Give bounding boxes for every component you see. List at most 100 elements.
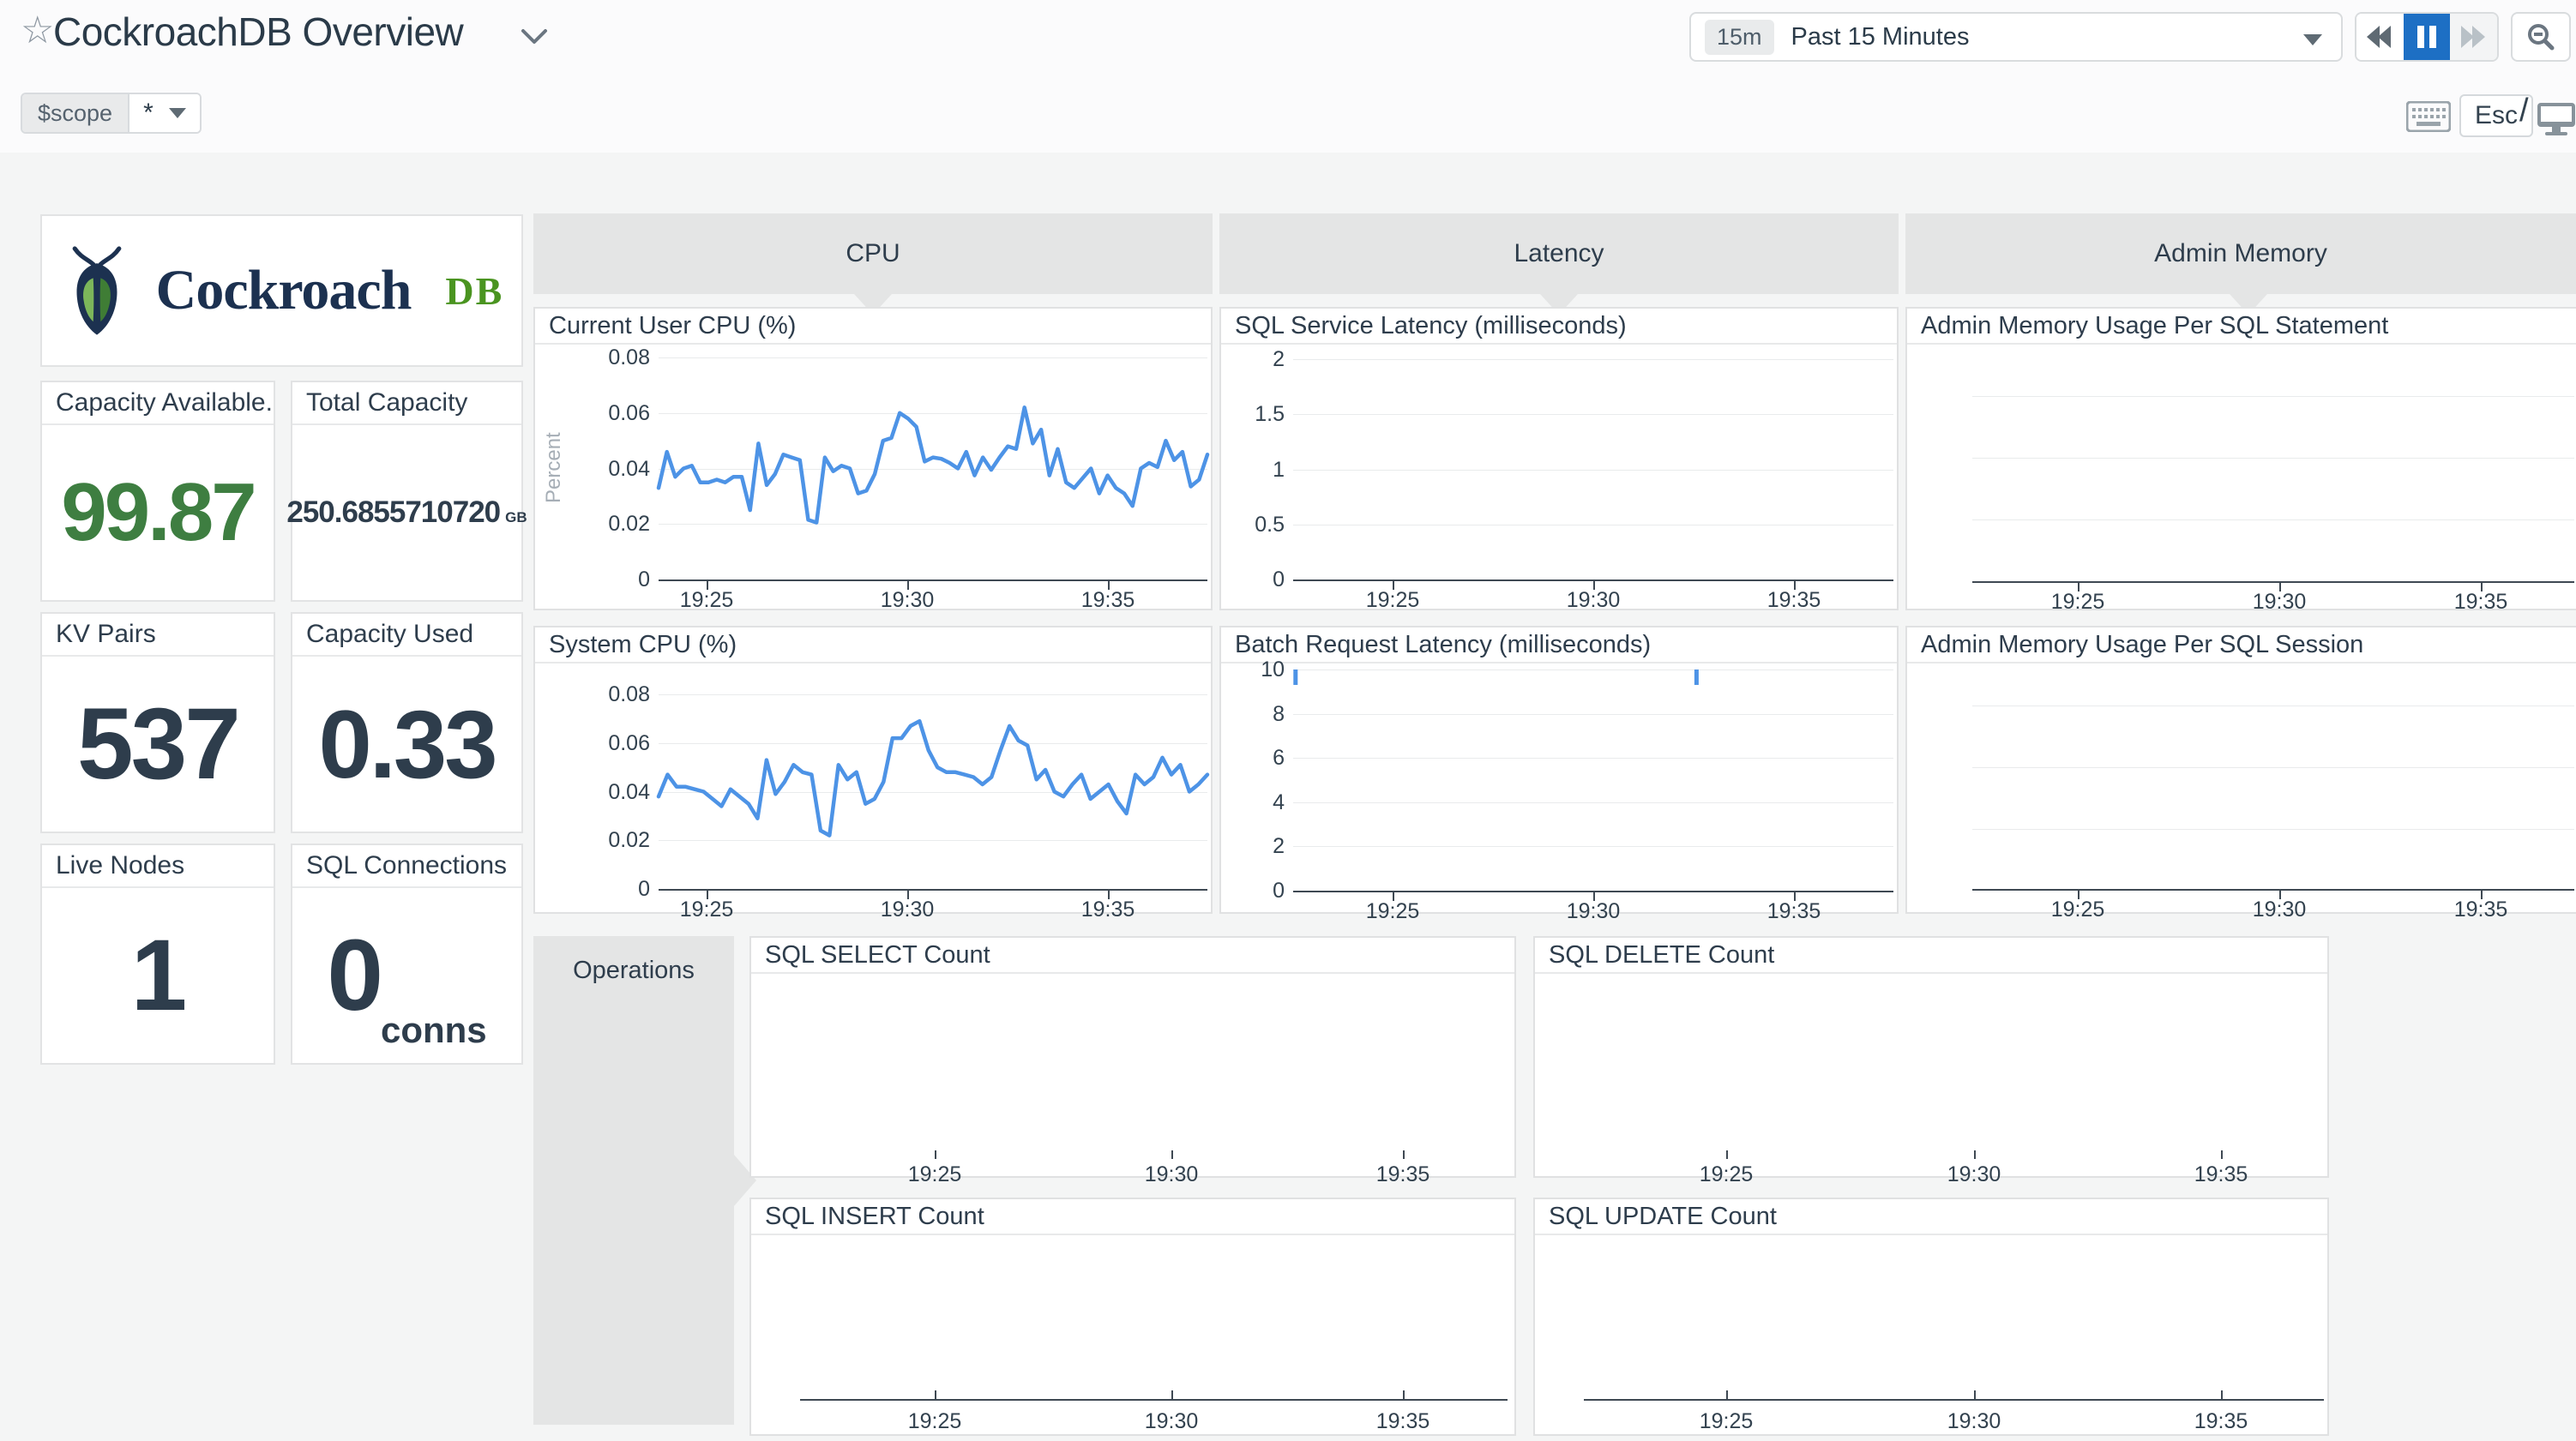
x-tick-mark: [707, 581, 708, 590]
metric-unit: conns: [380, 1010, 487, 1050]
time-range-selector[interactable]: 15m Past 15 Minutes: [1689, 12, 2343, 62]
x-tick-label: 19:30: [1566, 588, 1621, 612]
x-tick-label: 19:30: [2252, 898, 2307, 922]
x-axis-line: [1584, 1399, 2324, 1401]
scope-variable-value: *: [143, 99, 153, 127]
x-tick-mark: [1794, 581, 1796, 590]
panel-sql-delete-count[interactable]: SQL DELETE Count 19:25 19:30 19:35: [1533, 936, 2329, 1186]
y-tick-label: 0.04: [608, 779, 650, 804]
chart-plot[interactable]: 19:25 19:30 19:35: [751, 1235, 1514, 1434]
x-tick-label: 19:30: [880, 588, 935, 612]
x-tick-mark: [2279, 891, 2281, 899]
panel-admin-memory-per-session[interactable]: Admin Memory Usage Per SQL Session 19:25…: [1905, 626, 2576, 922]
metric-value: 99.87: [61, 466, 256, 558]
x-axis-line: [1972, 581, 2574, 583]
y-tick-label: 0.08: [608, 345, 650, 369]
metric-value: 1: [130, 919, 188, 1032]
x-tick-mark: [2279, 583, 2281, 591]
panel-batch-request-latency[interactable]: Batch Request Latency (milliseconds) 10 8…: [1219, 626, 1899, 923]
panel-title: Admin Memory Usage Per SQL Session: [1907, 627, 2576, 663]
x-tick-label: 19:30: [880, 898, 935, 922]
x-tick-label: 19:35: [2453, 898, 2508, 922]
x-tick-label: 19:35: [2194, 1409, 2248, 1433]
rewind-button[interactable]: [2356, 14, 2404, 60]
x-tick-mark: [935, 1390, 936, 1401]
panel-current-user-cpu[interactable]: Current User CPU (%) 0.08 0.06 0.04 0.02 0 19…: [533, 307, 1213, 612]
panel-sql-update-count[interactable]: SQL UPDATE Count 19:25 19:30 19:35: [1533, 1198, 2329, 1436]
x-tick-mark: [1593, 892, 1595, 901]
panel-system-cpu[interactable]: System CPU (%) 0.08 0.06 0.04 0.02 0 19:25 19:…: [533, 626, 1213, 922]
panel-sql-select-count[interactable]: SQL SELECT Count 19:25 19:30 19:35: [749, 936, 1516, 1186]
panel-sql-insert-count[interactable]: SQL INSERT Count 19:25 19:30 19:35: [749, 1198, 1516, 1436]
chart-plot[interactable]: 19:25 19:30 19:35: [1535, 974, 2327, 1186]
group-banner-operations[interactable]: Operations: [533, 936, 734, 1425]
x-tick-label: 19:35: [1766, 588, 1821, 612]
group-banner-label: Admin Memory: [2154, 239, 2327, 267]
x-tick-label: 19:35: [1375, 1409, 1430, 1433]
time-range-label: Past 15 Minutes: [1791, 22, 1970, 51]
logo-brand-text: Cockroach: [155, 259, 412, 321]
x-tick-label: 19:25: [1365, 899, 1420, 923]
group-banner-latency[interactable]: Latency: [1219, 213, 1899, 294]
magnifier-minus-icon: [2528, 24, 2555, 51]
y-tick-label: 4: [1273, 790, 1285, 814]
chart-plot[interactable]: 0.08 0.06 0.04 0.02 0 19:25 19:30 19:35 Percent: [535, 345, 1211, 612]
scope-variable-name: $scope: [22, 94, 129, 132]
scope-caret-icon: [168, 108, 186, 118]
chart-plot[interactable]: 19:25 19:30 19:35: [1907, 663, 2576, 922]
title-chevron-down-icon[interactable]: [520, 27, 549, 51]
y-tick-label: 1.5: [1255, 402, 1285, 427]
x-tick-mark: [1108, 891, 1110, 899]
x-tick-label: 19:25: [907, 1409, 962, 1433]
metric-label: KV Pairs: [42, 614, 274, 657]
chart-plot[interactable]: 19:25 19:30 19:35: [751, 974, 1514, 1186]
chart-plot[interactable]: 2 1.5 1 0.5 0 19:25 19:30 19:35: [1221, 345, 1897, 612]
x-tick-mark: [2221, 1390, 2223, 1401]
x-tick-mark: [1171, 1390, 1173, 1401]
chart-plot[interactable]: 19:25 19:30 19:35: [1907, 345, 2576, 614]
x-tick-label: 19:30: [1947, 1409, 2001, 1433]
panel-title: SQL Service Latency (milliseconds): [1221, 309, 1897, 345]
x-tick-mark: [1403, 1390, 1405, 1401]
panel-title: SQL UPDATE Count: [1535, 1199, 2327, 1235]
group-banner-cpu[interactable]: CPU: [533, 213, 1213, 294]
time-range-caret-icon: [2303, 34, 2322, 45]
x-tick-label: 19:25: [679, 588, 734, 612]
panel-admin-memory-per-statement[interactable]: Admin Memory Usage Per SQL Statement 19:…: [1905, 307, 2576, 614]
chart-plot[interactable]: 0.08 0.06 0.04 0.02 0 19:25 19:30 19:35: [535, 663, 1211, 922]
group-banner-admin-memory[interactable]: Admin Memory: [1905, 213, 2576, 294]
x-tick-mark: [1726, 1390, 1728, 1401]
chart-plot[interactable]: 19:25 19:30 19:35: [1535, 1235, 2327, 1434]
cockroach-bug-icon: [72, 246, 122, 335]
x-tick-mark: [1108, 581, 1110, 590]
panel-sql-service-latency[interactable]: SQL Service Latency (milliseconds) 2 1.5 1…: [1219, 307, 1899, 612]
panel-title: Current User CPU (%): [535, 309, 1211, 345]
x-tick-mark: [1593, 581, 1595, 590]
y-tick-label: 1: [1273, 457, 1285, 482]
favorite-star-icon[interactable]: ☆: [21, 9, 55, 51]
x-tick-label: 19:35: [1375, 1162, 1430, 1186]
tv-mode-icon[interactable]: [2537, 101, 2576, 140]
x-tick-label: 19:25: [2050, 898, 2105, 922]
x-axis-line: [659, 579, 1207, 581]
metric-unit: GB: [505, 509, 527, 525]
template-variable-scope[interactable]: $scope *: [21, 93, 202, 134]
chart-plot[interactable]: 10 8 6 4 2 0 19:25 19:30 19:35: [1221, 659, 1897, 923]
pause-button[interactable]: [2403, 14, 2451, 60]
zoom-out-button[interactable]: [2511, 12, 2571, 62]
fast-forward-button[interactable]: [2450, 14, 2497, 60]
group-banner-label: CPU: [846, 239, 900, 267]
esc-key-badge: Esc: [2459, 94, 2534, 137]
keyboard-shortcuts-icon[interactable]: [2405, 100, 2452, 136]
metric-card-capacity-used: Capacity Used 0.33: [291, 612, 523, 833]
scope-variable-value-wrap: *: [128, 94, 200, 132]
x-tick-label: 19:30: [1947, 1162, 2001, 1186]
panel-title: SQL DELETE Count: [1535, 938, 2327, 974]
panel-title: Admin Memory Usage Per SQL Statement: [1907, 309, 2576, 345]
metric-value: 537: [77, 687, 241, 801]
group-banner-label: Latency: [1514, 239, 1604, 267]
x-tick-mark: [935, 1150, 936, 1159]
x-tick-mark: [707, 891, 708, 899]
y-tick-label: 0: [638, 567, 650, 591]
metric-value: 250.6855710720: [286, 495, 501, 529]
